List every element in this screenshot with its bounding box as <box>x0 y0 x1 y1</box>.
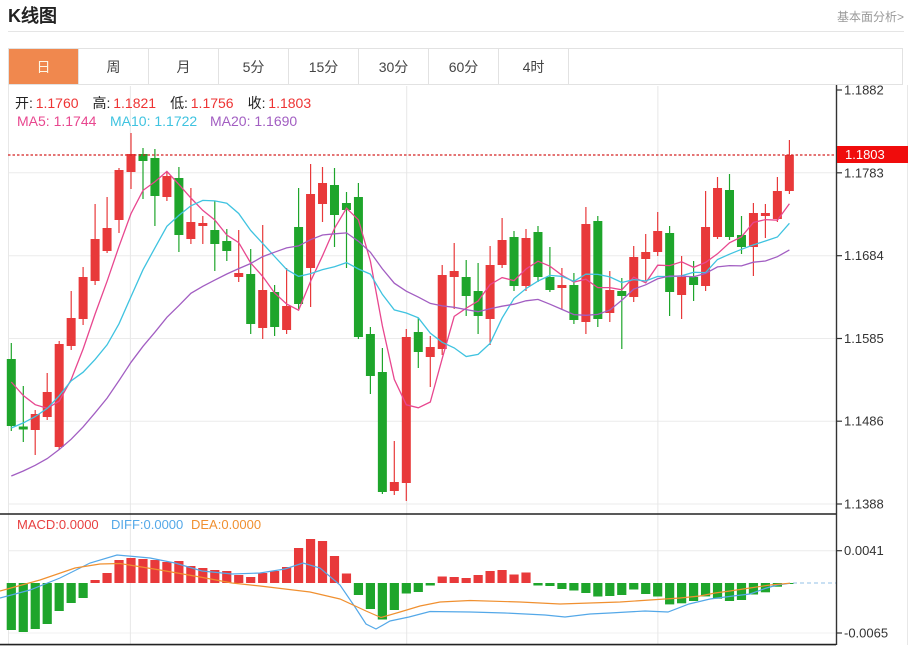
svg-text:1.1882: 1.1882 <box>844 83 884 98</box>
svg-text:0.0041: 0.0041 <box>844 543 884 558</box>
svg-text:1.1803: 1.1803 <box>845 147 885 162</box>
svg-text:-0.0065: -0.0065 <box>844 626 888 641</box>
svg-text:1.1486: 1.1486 <box>844 414 884 429</box>
svg-text:1.1684: 1.1684 <box>844 248 884 263</box>
svg-text:1.1388: 1.1388 <box>844 497 884 512</box>
svg-text:1.1783: 1.1783 <box>844 165 884 180</box>
svg-text:1.1585: 1.1585 <box>844 331 884 346</box>
